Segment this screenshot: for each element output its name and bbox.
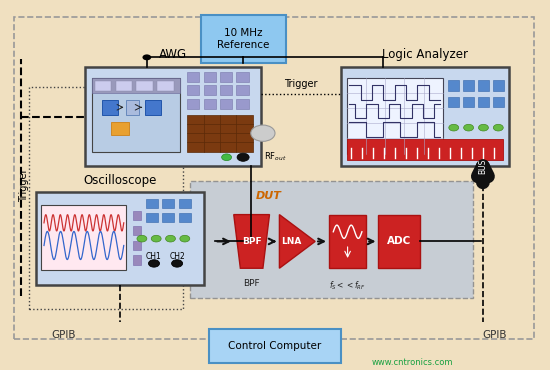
Text: GPIB: GPIB xyxy=(483,330,507,340)
Bar xyxy=(92,78,180,92)
Bar xyxy=(220,72,232,82)
Text: CH1: CH1 xyxy=(146,252,162,260)
Circle shape xyxy=(237,153,249,161)
Circle shape xyxy=(251,125,275,141)
Bar xyxy=(378,215,420,268)
Text: Oscilloscope: Oscilloscope xyxy=(83,174,156,187)
Circle shape xyxy=(148,260,159,267)
Bar xyxy=(493,97,504,107)
Bar xyxy=(36,192,204,285)
Circle shape xyxy=(222,154,232,161)
Bar xyxy=(463,80,474,91)
Text: Trigger: Trigger xyxy=(19,168,29,202)
Text: 10 MHz
Reference: 10 MHz Reference xyxy=(217,28,270,50)
Text: RF$_{out}$: RF$_{out}$ xyxy=(264,151,287,164)
Text: DUT: DUT xyxy=(256,191,282,201)
Bar xyxy=(41,205,127,270)
Circle shape xyxy=(493,124,503,131)
Bar xyxy=(201,15,286,63)
Bar xyxy=(204,99,216,109)
Polygon shape xyxy=(279,215,315,268)
Bar xyxy=(92,78,180,152)
Bar xyxy=(493,80,504,91)
Bar xyxy=(136,81,153,91)
Text: Control Computer: Control Computer xyxy=(228,341,322,351)
Text: LNA: LNA xyxy=(280,237,301,246)
Bar xyxy=(179,213,191,222)
Text: CH2: CH2 xyxy=(169,252,185,260)
Bar xyxy=(346,139,503,160)
Bar xyxy=(187,85,199,95)
Bar xyxy=(187,99,199,109)
Text: $f_S$$<<$$f_{RF}$: $f_S$$<<$$f_{RF}$ xyxy=(329,279,366,292)
Bar xyxy=(95,81,111,91)
Text: Logic Analyzer: Logic Analyzer xyxy=(382,48,468,61)
Bar xyxy=(133,240,141,250)
Circle shape xyxy=(449,124,459,131)
Bar xyxy=(146,213,158,222)
Bar xyxy=(116,81,132,91)
Bar xyxy=(133,226,141,235)
Bar xyxy=(346,78,443,154)
Circle shape xyxy=(478,124,488,131)
Bar xyxy=(463,97,474,107)
Circle shape xyxy=(166,235,175,242)
Bar xyxy=(146,199,158,208)
Bar xyxy=(204,85,216,95)
Circle shape xyxy=(464,124,474,131)
Bar xyxy=(341,67,509,166)
Bar xyxy=(236,99,249,109)
Bar xyxy=(157,81,174,91)
Text: GPIB: GPIB xyxy=(51,330,75,340)
Text: AWG: AWG xyxy=(159,48,188,61)
Bar xyxy=(126,100,139,115)
Bar xyxy=(220,99,232,109)
Bar xyxy=(162,213,174,222)
Bar xyxy=(236,72,249,82)
Bar xyxy=(145,100,161,115)
Text: BPF: BPF xyxy=(243,279,260,288)
Circle shape xyxy=(142,54,151,60)
Circle shape xyxy=(172,260,183,267)
Bar xyxy=(204,72,216,82)
Bar xyxy=(478,80,489,91)
Bar xyxy=(187,72,199,82)
Bar xyxy=(133,211,141,220)
Text: BUS: BUS xyxy=(478,159,487,174)
Bar xyxy=(448,80,459,91)
Bar xyxy=(85,67,261,166)
Bar xyxy=(162,199,174,208)
Circle shape xyxy=(151,235,161,242)
Bar xyxy=(102,100,118,115)
Bar xyxy=(133,255,141,265)
Bar xyxy=(209,329,341,363)
Polygon shape xyxy=(234,215,270,268)
Text: www.cntronics.com: www.cntronics.com xyxy=(372,358,453,367)
Bar xyxy=(190,181,473,298)
Circle shape xyxy=(137,235,147,242)
Text: Trigger: Trigger xyxy=(284,79,318,89)
Bar xyxy=(14,17,534,339)
Bar xyxy=(29,87,183,309)
Bar xyxy=(236,85,249,95)
Bar xyxy=(187,115,253,152)
Bar xyxy=(220,85,232,95)
Circle shape xyxy=(180,235,190,242)
Text: BPF: BPF xyxy=(242,237,261,246)
Bar xyxy=(179,199,191,208)
Bar xyxy=(329,215,366,268)
Bar xyxy=(448,97,459,107)
Bar xyxy=(111,122,129,135)
Text: ADC: ADC xyxy=(387,236,411,246)
Bar xyxy=(478,97,489,107)
